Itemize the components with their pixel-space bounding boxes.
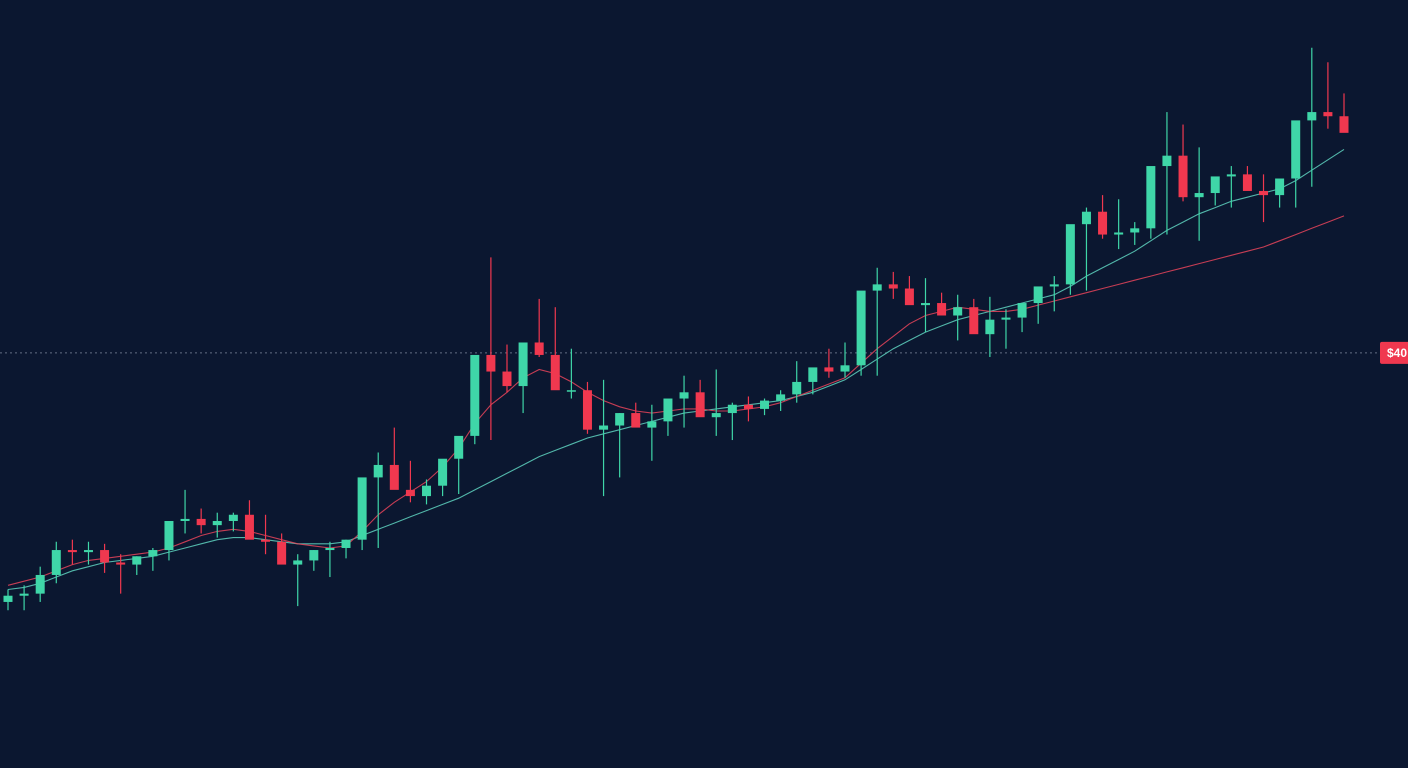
candle-body: [293, 560, 303, 565]
candle-body: [244, 514, 254, 540]
candle-body: [792, 381, 802, 395]
candle-body: [35, 574, 45, 594]
candle-body: [1033, 286, 1043, 304]
candle-body: [309, 550, 319, 561]
candle-body: [550, 354, 560, 391]
candle-body: [727, 404, 737, 414]
candle-body: [663, 398, 673, 422]
candle-body: [904, 288, 914, 306]
candle-body: [872, 284, 882, 291]
candle-body: [164, 520, 174, 551]
candle-body: [116, 562, 126, 565]
candle-body: [808, 367, 818, 382]
candle-body: [438, 458, 448, 486]
candle-body: [679, 392, 689, 399]
candle-body: [953, 307, 963, 316]
candle-body: [67, 550, 77, 553]
candle-body: [1130, 228, 1140, 233]
candle-body: [51, 550, 61, 575]
candle-body: [132, 556, 142, 565]
candle-body: [566, 390, 576, 392]
candle-body: [1162, 155, 1172, 167]
candle-body: [1178, 155, 1188, 198]
candle-body: [631, 413, 641, 428]
candle-body: [937, 303, 947, 316]
candle-body: [1275, 178, 1285, 196]
candle-body: [19, 593, 29, 596]
candle-body: [534, 342, 544, 355]
candle-body: [389, 464, 399, 490]
candle-body: [1146, 166, 1156, 229]
candle-body: [1339, 116, 1349, 133]
candle-body: [1114, 232, 1124, 235]
candle-body: [470, 354, 480, 436]
average-line: [7, 148, 1345, 591]
candle-body: [1049, 284, 1059, 287]
candle-body: [100, 550, 110, 563]
candle-body: [341, 539, 351, 548]
candle-body: [1259, 190, 1269, 196]
candle-body: [83, 550, 93, 553]
candle-body: [888, 284, 898, 289]
candle-body: [582, 390, 592, 430]
candle-body: [1323, 112, 1333, 117]
candle-body: [824, 367, 834, 372]
candle-body: [985, 319, 995, 335]
candle-body: [969, 307, 979, 335]
candle-body: [1226, 174, 1236, 177]
candle-body: [599, 425, 609, 430]
candle-body: [647, 421, 657, 428]
price-label-box: [1380, 341, 1408, 364]
candle-body: [1081, 211, 1091, 225]
candle-body: [502, 371, 512, 387]
candle-body: [1017, 303, 1027, 318]
candle-body: [3, 595, 13, 602]
candle-body: [920, 303, 930, 306]
candle-body: [357, 477, 367, 540]
candle-body: [261, 539, 271, 542]
candle-body: [325, 547, 335, 551]
candle-body: [1242, 174, 1252, 191]
candle-body: [840, 365, 850, 372]
candle-body: [277, 541, 287, 565]
candle-body: [212, 520, 222, 526]
average-line: [7, 215, 1345, 586]
candle-body: [695, 392, 705, 418]
candle-body: [454, 435, 464, 459]
candle-body: [743, 404, 753, 409]
candle-body: [711, 413, 721, 418]
candle-body: [373, 464, 383, 478]
candle-body: [405, 489, 415, 497]
candle-body: [760, 400, 770, 409]
candle-body: [776, 394, 786, 401]
candle-body: [1194, 193, 1204, 198]
candle-body: [856, 290, 866, 366]
candle-body: [228, 514, 238, 521]
candle-body: [1307, 112, 1317, 121]
price-label: $40: [1387, 346, 1407, 360]
candle-body: [1291, 120, 1301, 179]
candle-body: [180, 518, 190, 521]
candle-body: [1210, 176, 1220, 194]
candle-body: [1098, 211, 1108, 235]
candle-body: [1065, 224, 1075, 285]
candle-body: [1001, 317, 1011, 320]
candle-body: [148, 550, 158, 557]
candle-body: [518, 342, 528, 387]
candle-body: [486, 354, 496, 372]
candle-body: [615, 413, 625, 426]
candle-body: [422, 485, 432, 497]
candle-body: [196, 518, 206, 526]
